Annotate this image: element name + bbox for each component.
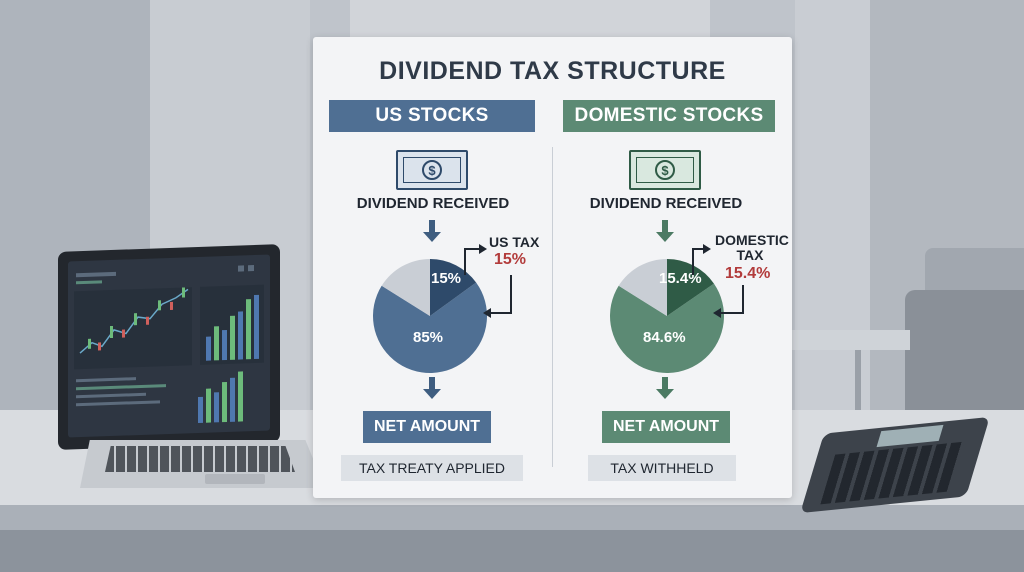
domestic-net-slice xyxy=(610,283,724,373)
us-stocks-header: US STOCKS xyxy=(329,100,535,132)
dollar-bill-icon: $ xyxy=(396,150,468,190)
diagram-title: DIVIDEND TAX STRUCTURE xyxy=(379,57,726,85)
laptop-touchpad xyxy=(205,474,265,484)
us-pie-top-slice xyxy=(381,259,430,316)
us-net-slice xyxy=(373,282,487,373)
domestic-tax-name: DOMESTIC TAX xyxy=(715,232,789,263)
domestic-tax-connector xyxy=(692,244,744,318)
desk-front xyxy=(0,530,1024,572)
domestic-tax-name-line2: TAX xyxy=(736,247,764,263)
dollar-sign-icon: $ xyxy=(655,160,675,180)
domestic-pie-chart xyxy=(610,259,724,373)
us-tax-name: US TAX xyxy=(489,234,540,250)
bill-border xyxy=(636,157,694,183)
domestic-tax-slice xyxy=(667,259,714,316)
side-table-leg xyxy=(855,350,861,410)
bill-border xyxy=(403,157,461,183)
domestic-tax-slice-label: 15.4% xyxy=(659,270,702,287)
dollar-sign-icon: $ xyxy=(422,160,442,180)
domestic-dividend-received-label: DIVIDEND RECEIVED xyxy=(589,195,743,212)
domestic-net-amount-box: NET AMOUNT xyxy=(602,411,730,443)
domestic-pie-top-slice xyxy=(618,259,667,316)
domestic-stocks-header: DOMESTIC STOCKS xyxy=(563,100,775,132)
window-frame xyxy=(350,0,710,40)
column-divider xyxy=(552,147,553,467)
us-dividend-received-label: DIVIDEND RECEIVED xyxy=(356,195,510,212)
us-tax-connector xyxy=(464,244,512,318)
chair-seat xyxy=(905,290,1024,410)
dollar-bill-icon: $ xyxy=(629,150,701,190)
diagram-board: DIVIDEND TAX STRUCTURE US STOCKS $ DIVID… xyxy=(313,37,792,498)
chair-back xyxy=(925,248,1024,298)
domestic-tax-name-line1: DOMESTIC xyxy=(715,232,789,248)
domestic-tax-withheld-note: TAX WITHHELD xyxy=(588,455,736,481)
us-tax-slice-label: 15% xyxy=(431,270,462,287)
laptop-charts-icon xyxy=(74,265,264,423)
us-tax-value: 15% xyxy=(494,251,527,268)
us-tax-treaty-note: TAX TREATY APPLIED xyxy=(341,455,523,481)
domestic-net-slice-label: 84.6% xyxy=(643,329,686,346)
us-net-amount-box: NET AMOUNT xyxy=(363,411,491,443)
laptop-keyboard xyxy=(105,446,295,472)
side-table xyxy=(790,330,910,350)
us-net-slice-label: 85% xyxy=(413,329,444,346)
laptop-display xyxy=(68,254,270,438)
domestic-tax-value: 15.4% xyxy=(725,265,771,282)
